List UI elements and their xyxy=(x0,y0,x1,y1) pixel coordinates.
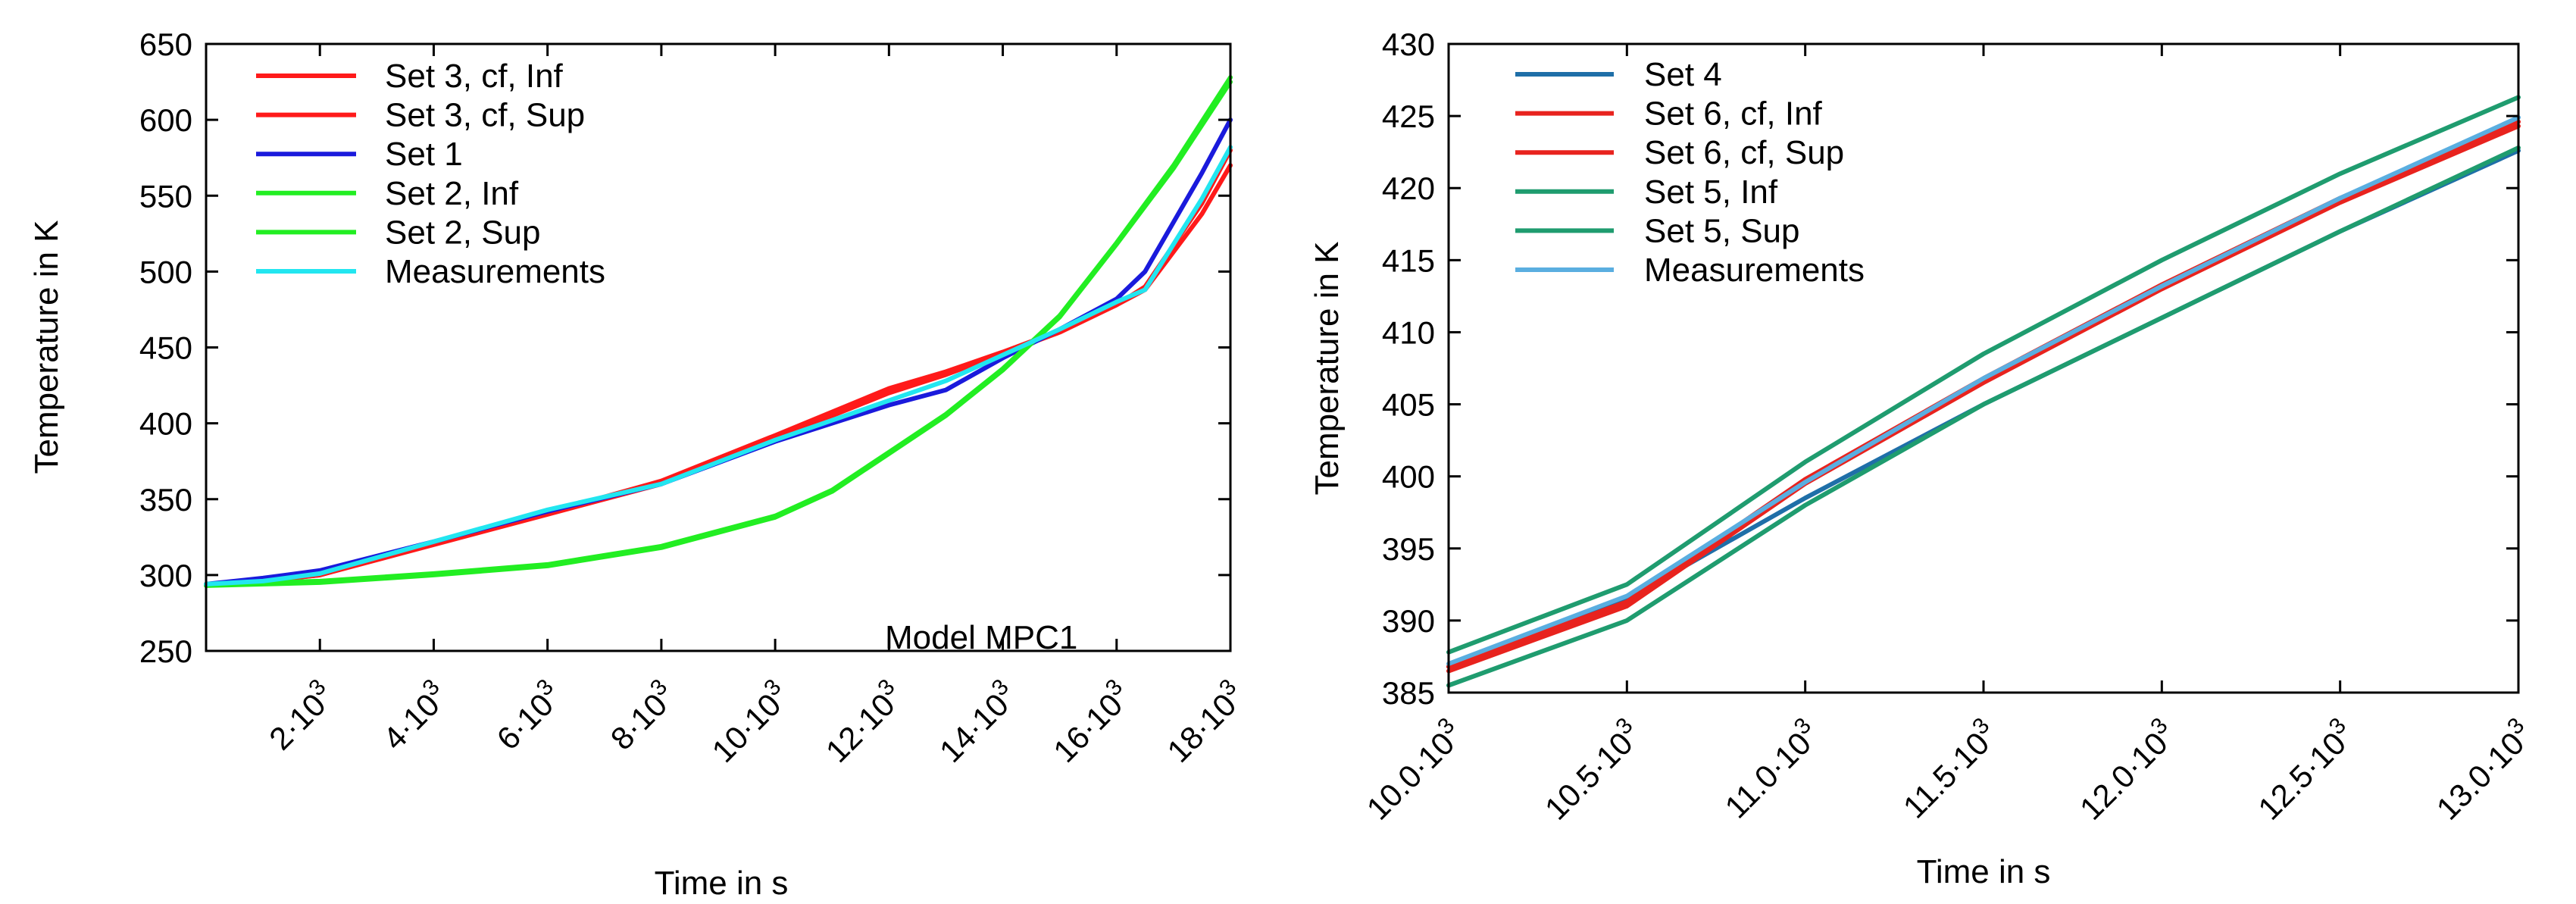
left-chart: 250 300 350 400 450 500 550 600 650 2·103 4·103 6·… xyxy=(28,27,1252,902)
left-y-ticks: 250 300 350 400 450 500 550 600 650 xyxy=(139,27,1230,669)
left-x-tick-label-5: 12·103 xyxy=(815,674,910,769)
right-x-tick-label-5: 12.5·103 xyxy=(2248,713,2362,827)
left-legend-label-0: Set 3, cf, Inf xyxy=(385,58,564,95)
left-series-line-4 xyxy=(204,75,1233,587)
right-x-tick-label-2: 11.0·103 xyxy=(1715,713,1827,825)
right-x-ticks: 10.0·103 10.5·103 11.0·103 11.5·103 12.0·103… xyxy=(1356,44,2540,827)
right-legend-label-5: Measurements xyxy=(1644,252,1865,289)
right-x-tick-label-6: 13.0·103 xyxy=(2426,713,2540,827)
left-legend-label-2: Set 1 xyxy=(385,136,463,173)
left-y-axis-label: Temperature in K xyxy=(28,220,65,474)
right-y-tick-label-5: 410 xyxy=(1382,314,1435,350)
right-y-tick-label-6: 415 xyxy=(1382,242,1435,278)
right-y-tick-label-7: 420 xyxy=(1382,170,1435,206)
right-series-layer xyxy=(1446,95,2521,688)
right-y-tick-label-8: 425 xyxy=(1382,99,1435,134)
right-series-line-3 xyxy=(1446,145,2521,688)
right-y-tick-label-3: 400 xyxy=(1382,459,1435,495)
right-x-tick-label-0: 10.0·103 xyxy=(1356,713,1470,827)
right-series-line-4 xyxy=(1446,95,2521,655)
left-model-annotation: Model MPC1 xyxy=(885,619,1077,656)
left-legend-label-4: Set 2, Sup xyxy=(385,214,540,251)
left-y-tick-label-0: 250 xyxy=(139,633,192,669)
left-x-tick-label-1: 4·103 xyxy=(373,674,455,757)
left-y-tick-label-1: 300 xyxy=(139,558,192,593)
left-series-line-1 xyxy=(204,148,1233,587)
left-series-line-3 xyxy=(204,80,1233,588)
left-legend-label-5: Measurements xyxy=(385,253,605,290)
right-series-line-2 xyxy=(1446,119,2521,669)
left-x-tick-label-2: 6·103 xyxy=(486,674,569,757)
right-legend-label-3: Set 5, Inf xyxy=(1644,174,1778,211)
right-y-tick-label-2: 395 xyxy=(1382,531,1435,567)
left-x-axis-label: Time in s xyxy=(655,865,789,902)
left-series-layer xyxy=(204,75,1233,588)
left-y-tick-label-5: 500 xyxy=(139,254,192,289)
left-y-tick-label-2: 350 xyxy=(139,482,192,518)
right-legend-label-1: Set 6, cf, Inf xyxy=(1644,95,1823,133)
left-x-tick-label-7: 16·103 xyxy=(1043,674,1138,769)
left-y-tick-label-3: 400 xyxy=(139,406,192,442)
right-plot-frame xyxy=(1447,42,2520,694)
left-x-tick-label-0: 2·103 xyxy=(259,674,342,757)
left-y-tick-label-4: 450 xyxy=(139,330,192,366)
right-legend-label-4: Set 5, Sup xyxy=(1644,212,1799,249)
right-series-line-1 xyxy=(1446,124,2521,674)
right-y-tick-label-0: 385 xyxy=(1382,675,1435,711)
right-y-ticks: 385 390 395 400 405 410 415 420 425 430 xyxy=(1382,27,2518,711)
left-x-tick-label-4: 10·103 xyxy=(702,674,796,769)
right-legend-label-2: Set 6, cf, Sup xyxy=(1644,134,1844,171)
left-x-tick-label-6: 14·103 xyxy=(930,674,1024,769)
left-series-line-5 xyxy=(204,145,1233,587)
left-x-tick-label-3: 8·103 xyxy=(601,674,683,757)
right-legend-label-0: Set 4 xyxy=(1644,56,1722,93)
left-y-tick-label-7: 600 xyxy=(139,102,192,138)
left-legend-label-1: Set 3, cf, Sup xyxy=(385,97,585,134)
left-x-tick-label-8: 18·103 xyxy=(1157,674,1252,769)
right-x-axis-label: Time in s xyxy=(1917,853,2051,890)
right-x-tick-label-3: 11.5·103 xyxy=(1893,713,2005,825)
left-series-line-0 xyxy=(204,163,1233,587)
right-x-tick-label-4: 12.0·103 xyxy=(2070,713,2184,827)
right-x-tick-label-1: 10.5·103 xyxy=(1535,713,1649,827)
right-y-axis-label: Temperature in K xyxy=(1308,241,1346,495)
left-series-line-2 xyxy=(204,117,1233,587)
left-legend-label-3: Set 2, Inf xyxy=(385,175,519,212)
left-y-tick-label-6: 550 xyxy=(139,178,192,214)
right-y-tick-label-9: 430 xyxy=(1382,27,1435,62)
right-y-tick-label-1: 390 xyxy=(1382,603,1435,639)
right-y-tick-label-4: 405 xyxy=(1382,387,1435,423)
left-y-tick-label-8: 650 xyxy=(139,27,192,62)
right-series-line-5 xyxy=(1446,115,2521,666)
